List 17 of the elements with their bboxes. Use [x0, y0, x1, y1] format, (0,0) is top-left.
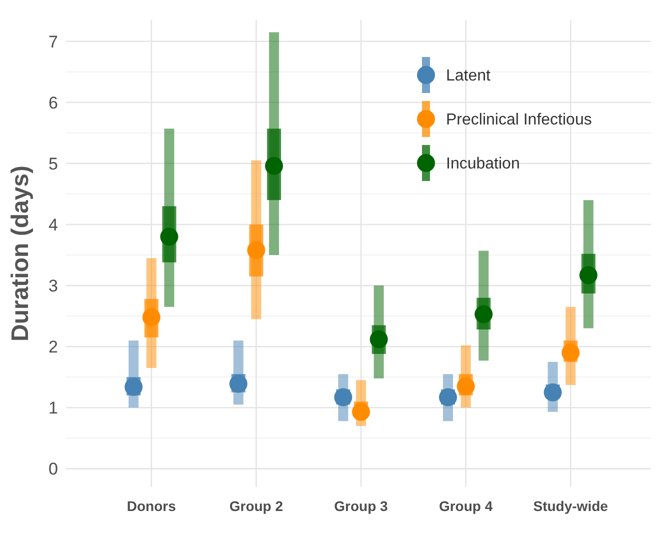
- x-tick-label: Group 2: [229, 498, 284, 514]
- y-tick-label: 1: [48, 398, 58, 418]
- y-tick-label: 3: [48, 276, 58, 296]
- legend-label: Incubation: [446, 156, 520, 173]
- legend-label: Preclinical Infectious: [446, 112, 592, 129]
- x-tick-label: Group 4: [438, 498, 493, 514]
- y-tick-label: 0: [48, 460, 58, 479]
- y-tick-label: 5: [48, 154, 58, 174]
- y-tick-label: 4: [48, 215, 58, 234]
- y-tick-label: 7: [48, 32, 58, 52]
- y-tick-label: 6: [48, 93, 58, 112]
- x-tick-label: Donors: [126, 498, 176, 514]
- legend-label: Latent: [446, 68, 492, 85]
- x-tick-label: Study-wide: [533, 498, 608, 514]
- y-tick-label: 2: [48, 338, 58, 357]
- x-tick-label: Group 3: [334, 498, 388, 514]
- y-axis-title: Duration (days): [7, 165, 34, 342]
